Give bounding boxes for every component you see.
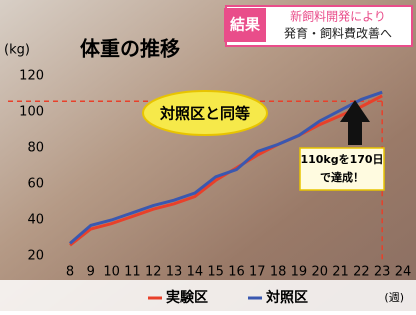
x-tick-label: 24: [395, 265, 412, 280]
headline-line: 新飼料開発により: [290, 9, 386, 24]
y-axis-label: (kg): [4, 43, 30, 58]
x-tick-label: 13: [166, 265, 183, 280]
badge: 結果: [230, 16, 261, 34]
y-tick-label: 40: [27, 213, 44, 228]
chart-title: 体重の推移: [80, 37, 180, 61]
x-tick-label: 21: [332, 265, 349, 280]
headline-line: 発育・飼料費改善へ: [284, 26, 392, 41]
legend-label: 実験区: [166, 289, 208, 306]
legend-label: 対照区: [265, 289, 308, 306]
note-line: で達成！: [320, 170, 364, 184]
x-tick-label: 16: [228, 265, 245, 280]
y-tick-label: 80: [27, 141, 44, 156]
chart: (kg) 体重の推移 結果 新飼料開発により 発育・飼料費改善へ 対照区と同等 …: [0, 0, 416, 311]
legend-band: [0, 280, 416, 311]
y-tick-label: 120: [19, 69, 44, 84]
x-tick-label: 15: [207, 265, 224, 280]
x-tick-label: 12: [145, 265, 162, 280]
y-tick-label: 20: [27, 249, 44, 264]
x-tick-label: 19: [291, 265, 308, 280]
note-line: 110kgを170日: [300, 153, 383, 166]
y-tick-label: 100: [19, 105, 44, 120]
x-tick-label: 14: [187, 265, 204, 280]
x-tick-label: 8: [66, 265, 74, 280]
y-tick-label: 60: [27, 177, 44, 192]
x-tick-label: 11: [124, 265, 141, 280]
x-tick-label: 18: [270, 265, 287, 280]
x-tick-label: 22: [353, 265, 370, 280]
x-tick-label: 10: [103, 265, 120, 280]
x-tick-label: 20: [311, 265, 328, 280]
x-axis-label: (週): [384, 291, 404, 304]
x-tick-label: 9: [87, 265, 95, 280]
callout: 対照区と同等: [159, 105, 250, 123]
x-tick-label: 23: [374, 265, 391, 280]
x-tick-label: 17: [249, 265, 266, 280]
